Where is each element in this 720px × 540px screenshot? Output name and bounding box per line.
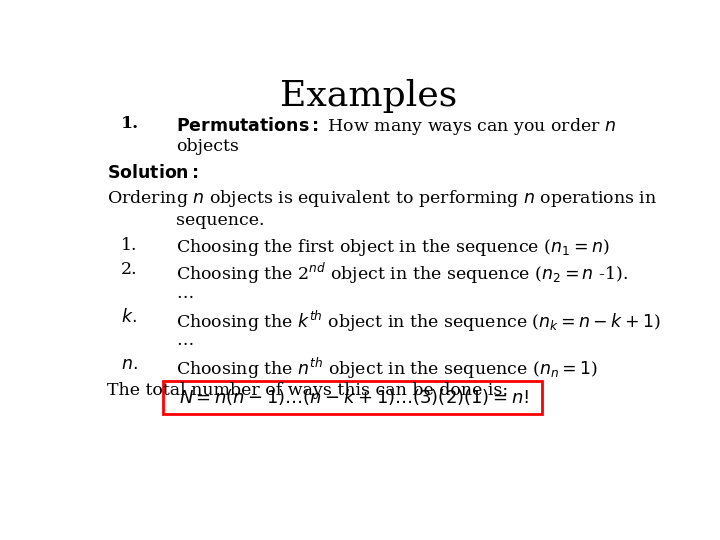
Text: 1.: 1. <box>121 114 139 132</box>
Text: $n.$: $n.$ <box>121 356 138 373</box>
Text: Choosing the $n^{th}$ object in the sequence ($n_n = 1$): Choosing the $n^{th}$ object in the sequ… <box>176 356 598 381</box>
Text: Ordering $n$ objects is equivalent to performing $n$ operations in: Ordering $n$ objects is equivalent to pe… <box>107 188 657 209</box>
Text: objects: objects <box>176 138 239 156</box>
Text: The total number of ways this can be done is:: The total number of ways this can be don… <box>107 381 508 399</box>
Text: …: … <box>176 285 194 302</box>
Text: Examples: Examples <box>280 79 458 113</box>
Text: sequence.: sequence. <box>176 212 265 228</box>
Text: Choosing the 2$^{nd}$ object in the sequence ($n_2 = n$ -1).: Choosing the 2$^{nd}$ object in the sequ… <box>176 261 629 286</box>
Text: …: … <box>176 332 194 349</box>
FancyBboxPatch shape <box>163 381 542 414</box>
Text: $\mathbf{Permutations}$$\mathbf{:}$ How many ways can you order $n$: $\mathbf{Permutations}$$\mathbf{:}$ How … <box>176 114 617 137</box>
Text: Choosing the $k^{th}$ object in the sequence ($n_k = n - k + 1$): Choosing the $k^{th}$ object in the sequ… <box>176 308 661 334</box>
Text: $N = n(n-1)\ldots(n-k+1)\ldots(3)(2)(1) = n!$: $N = n(n-1)\ldots(n-k+1)\ldots(3)(2)(1) … <box>179 387 529 407</box>
Text: 2.: 2. <box>121 261 138 278</box>
Text: $\mathbf{Solution:}$: $\mathbf{Solution:}$ <box>107 164 199 182</box>
Text: 1.: 1. <box>121 237 138 254</box>
Text: $k.$: $k.$ <box>121 308 136 326</box>
Text: Choosing the first object in the sequence ($n_1 = n$): Choosing the first object in the sequenc… <box>176 237 610 258</box>
